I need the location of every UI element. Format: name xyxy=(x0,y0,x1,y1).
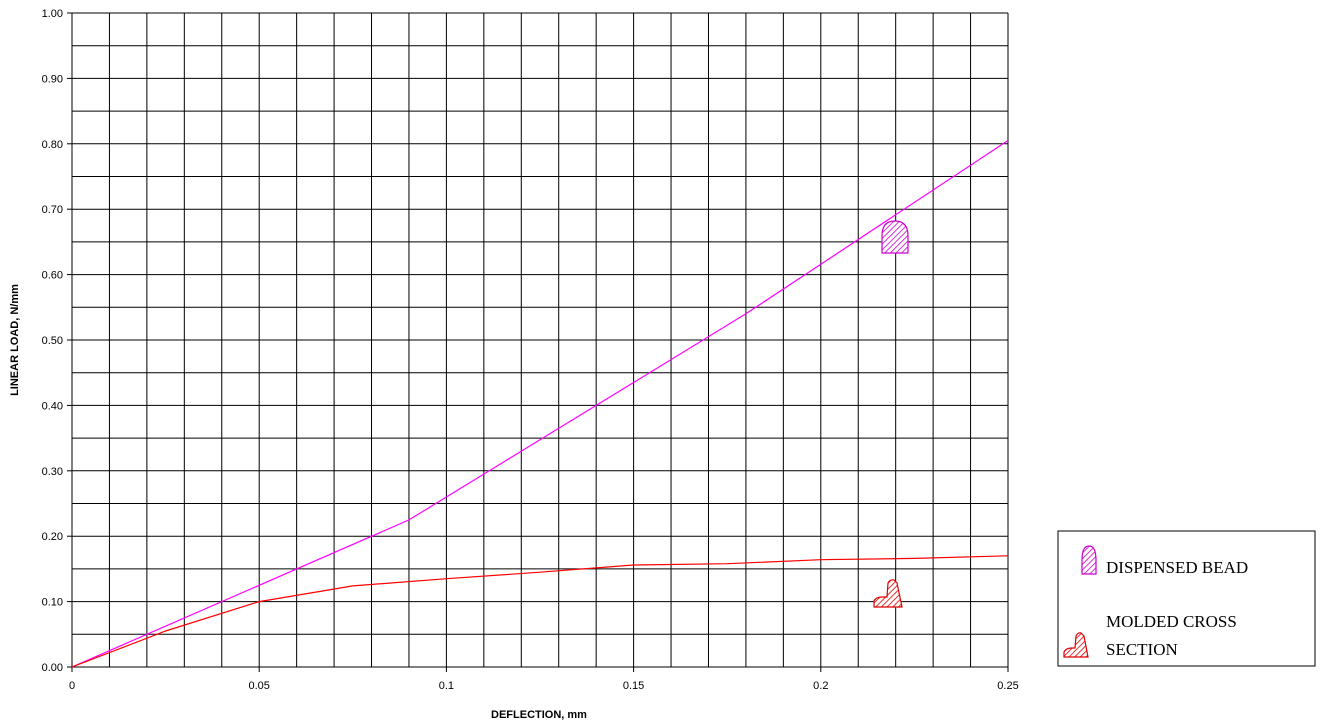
grid xyxy=(67,12,1009,672)
x-tick-label: 0 xyxy=(69,680,75,692)
y-tick-label: 0.30 xyxy=(42,466,63,478)
x-axis-label: DEFLECTION, mm xyxy=(491,709,587,721)
legend: DISPENSED BEAD MOLDED CROSS SECTION xyxy=(1057,530,1316,667)
x-tick-label: 0.05 xyxy=(248,680,269,692)
series-lines xyxy=(71,139,1009,668)
y-tick-label: 0.60 xyxy=(42,270,63,282)
x-tick-label: 0.15 xyxy=(623,680,644,692)
series-line-dispensed-bead xyxy=(71,139,1009,668)
y-tick-label: 0.20 xyxy=(42,531,63,543)
legend-item-dispensed-bead: DISPENSED BEAD xyxy=(1081,545,1248,577)
tick-labels: 0.000.100.200.300.400.500.600.700.800.90… xyxy=(42,8,1019,692)
x-tick-label: 0.25 xyxy=(997,680,1018,692)
legend-box xyxy=(1057,530,1316,667)
y-tick-label: 0.70 xyxy=(42,204,63,216)
legend-label-molded-line2: SECTION xyxy=(1106,640,1178,659)
x-tick-label: 0.1 xyxy=(439,680,454,692)
y-tick-label: 1.00 xyxy=(42,8,63,20)
y-tick-label: 0.40 xyxy=(42,400,63,412)
molded-profile-icon xyxy=(1063,632,1089,658)
y-tick-label: 0.10 xyxy=(42,597,63,609)
series-line-molded-cross-section xyxy=(71,555,1009,668)
dispensed-bead-marker xyxy=(881,220,909,254)
legend-item-molded-cross-section: MOLDED CROSS SECTION xyxy=(1063,612,1237,659)
molded-cross-section-marker xyxy=(873,579,903,608)
y-tick-label: 0.00 xyxy=(42,662,63,674)
y-tick-label: 0.80 xyxy=(42,139,63,151)
x-tick-label: 0.2 xyxy=(813,680,828,692)
y-axis-label: LINEAR LOAD, N/mm xyxy=(9,284,21,396)
y-tick-label: 0.50 xyxy=(42,335,63,347)
rounded-bead-icon xyxy=(1081,545,1097,575)
y-tick-label: 0.90 xyxy=(42,73,63,85)
legend-label-molded-line1: MOLDED CROSS xyxy=(1106,612,1237,631)
legend-label-dispensed-bead: DISPENSED BEAD xyxy=(1106,558,1248,577)
